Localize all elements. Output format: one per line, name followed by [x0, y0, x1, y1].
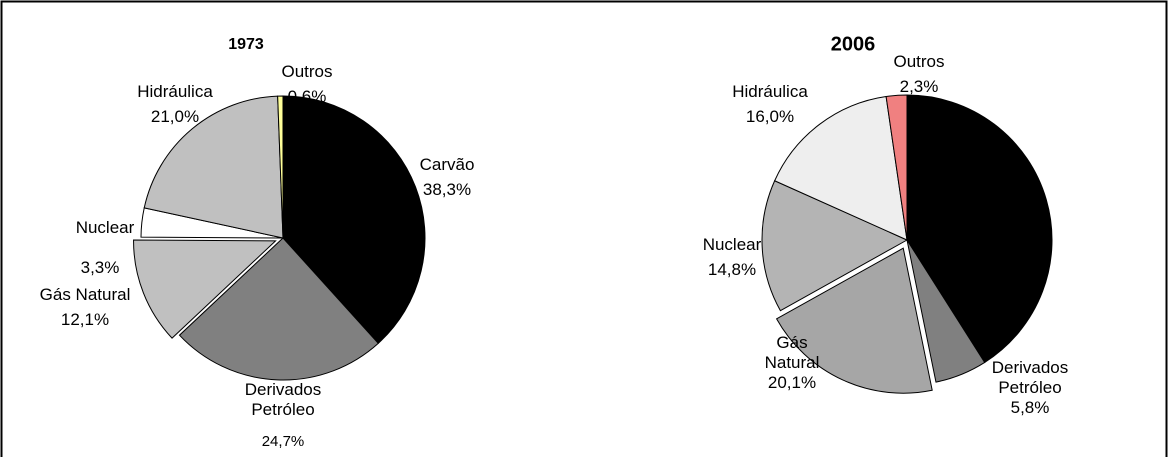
slice-label: Nuclear	[702, 235, 762, 254]
slice-label: Outros	[893, 52, 945, 71]
value-label: 5,8%	[1010, 398, 1050, 417]
value-label: 21,0%	[150, 107, 200, 126]
pie-slice	[906, 239, 986, 383]
pie-slice	[277, 95, 284, 239]
slice-label: Nuclear	[75, 218, 135, 237]
pie-slice	[178, 237, 379, 381]
slice-label: Derivados Petróleo	[244, 380, 322, 419]
value-label: 24,7%	[261, 433, 305, 450]
pie-slice	[906, 94, 1053, 364]
pie-slice	[773, 95, 908, 241]
value-label: 14,8%	[707, 260, 757, 279]
slice-label: Hidráulica	[732, 82, 808, 101]
chart-title: 2006	[831, 33, 876, 55]
value-label: 20,1%	[767, 373, 817, 392]
chart-title: 1973	[228, 36, 264, 53]
pie-slice	[133, 239, 277, 339]
value-label: 3,3%	[80, 258, 120, 277]
pie-slice	[282, 95, 426, 345]
value-label: 16,0%	[745, 107, 795, 126]
slice-label: Gás Natural	[764, 333, 820, 372]
slice-label: Derivados Petróleo	[991, 358, 1069, 397]
pie-slice	[775, 247, 933, 394]
value-label: 12,1%	[60, 310, 110, 329]
pie-slice	[761, 180, 909, 312]
value-label: 0,6%	[287, 87, 327, 106]
slice-label: Hidráulica	[137, 82, 213, 101]
slice-label: Outros	[281, 62, 333, 81]
value-label: 38,3%	[422, 180, 472, 199]
slice-label: Gás Natural	[39, 285, 131, 304]
value-label: 2,3%	[899, 77, 939, 96]
slice-label: Carvão	[419, 155, 475, 174]
pie-slice	[143, 95, 284, 239]
pie-slice	[885, 94, 908, 241]
